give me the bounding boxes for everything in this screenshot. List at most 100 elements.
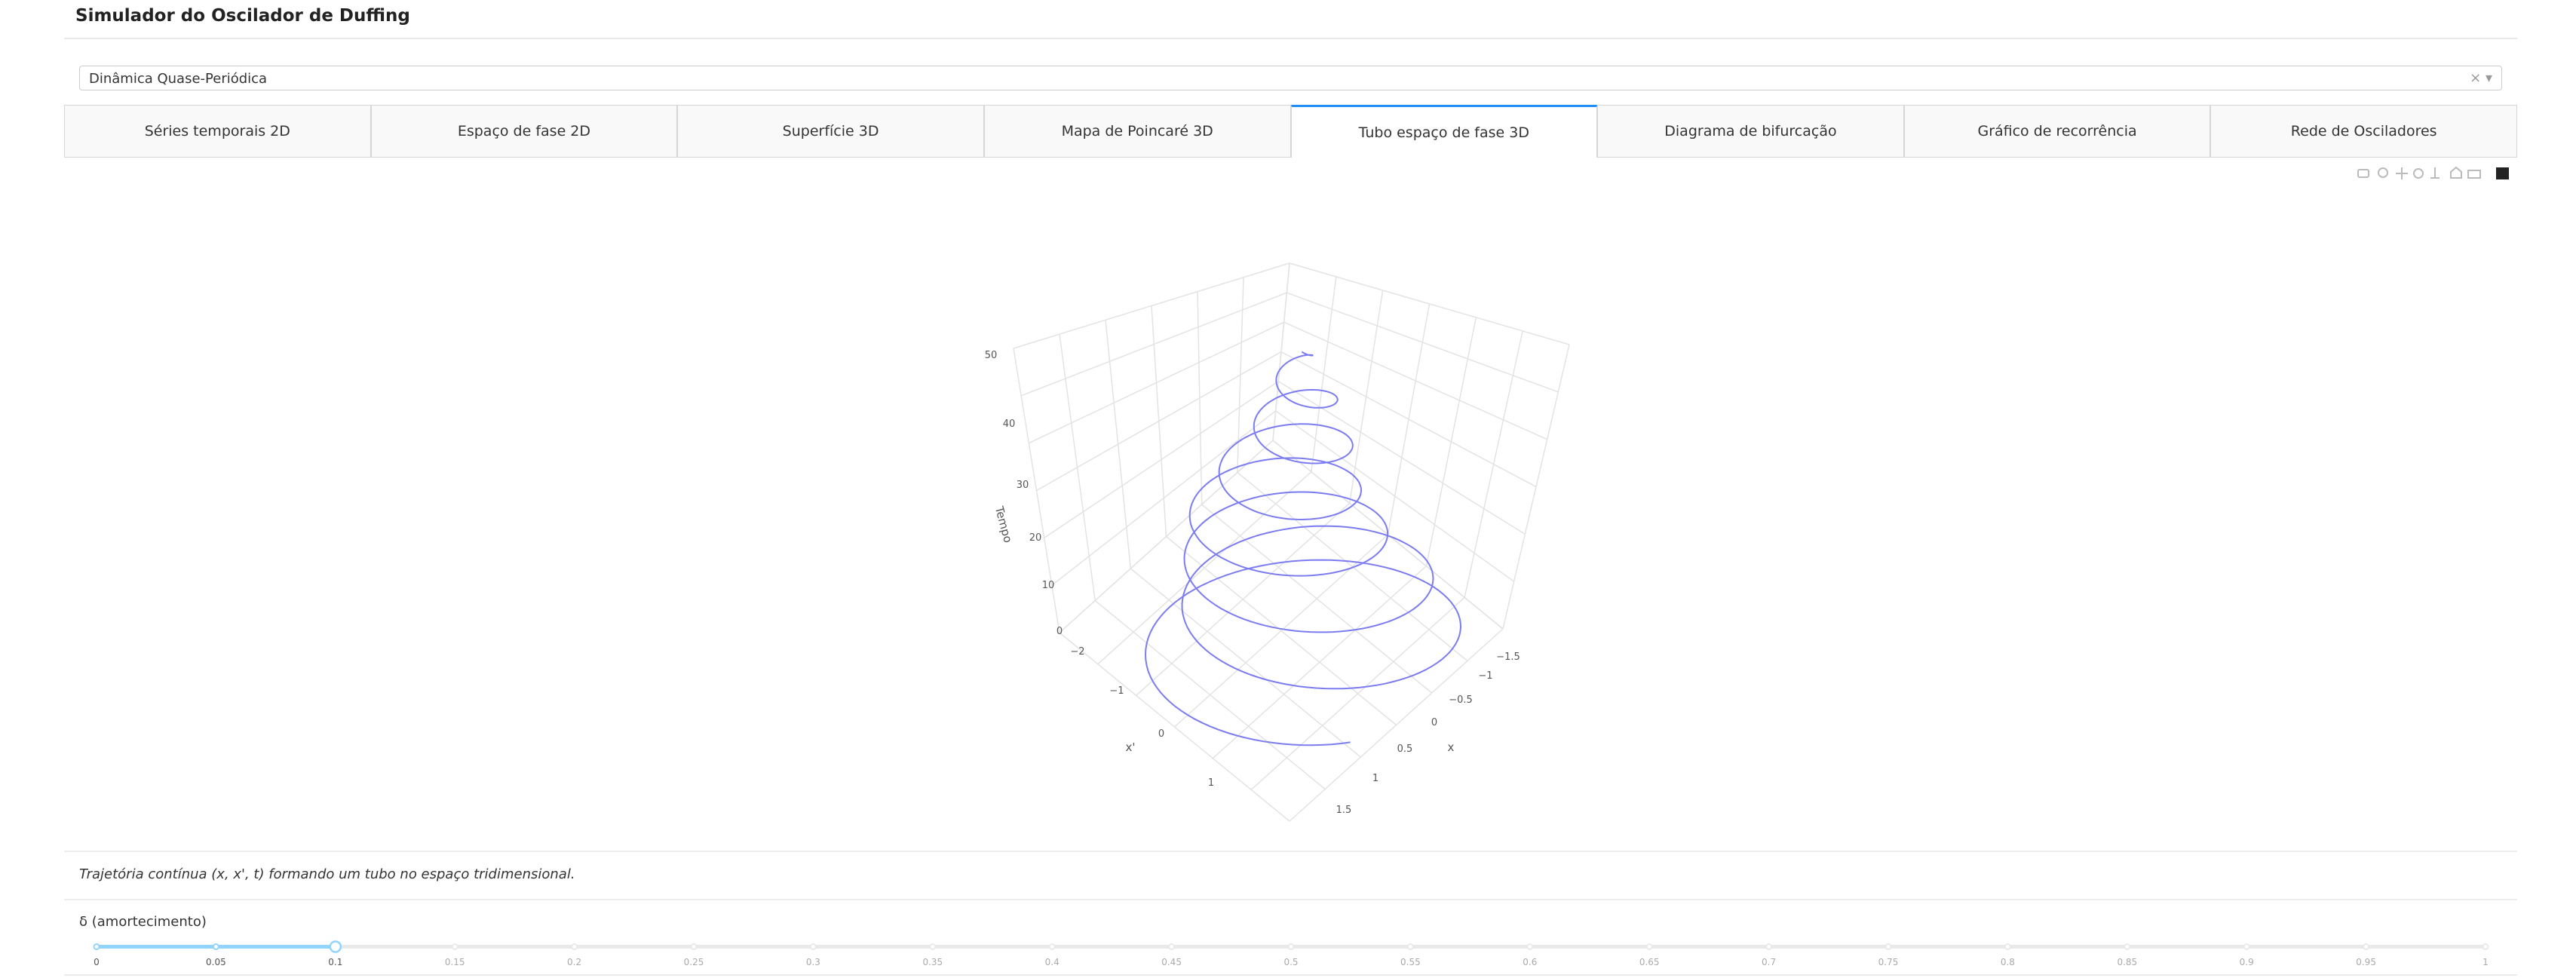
zoom-icon[interactable] <box>2378 167 2388 178</box>
tab[interactable]: Gráfico de recorrência <box>1903 105 2211 158</box>
grid-line <box>1348 290 1384 504</box>
grid-line <box>1311 276 1337 472</box>
x-tick-label: −1.5 <box>1496 651 1520 663</box>
grid-line <box>1197 291 1203 505</box>
slider-mark-label: 0.65 <box>1639 957 1660 967</box>
pan-icon[interactable] <box>2396 167 2408 179</box>
x-tick-label: 1.5 <box>1336 805 1352 816</box>
grid-line <box>1044 381 1279 538</box>
grid-line <box>1502 344 1570 630</box>
x-tick-label: 0 <box>1431 717 1437 728</box>
trajectory <box>1144 351 1462 747</box>
plot-caption: Trajetória contínua (x, x', t) formando … <box>79 866 575 882</box>
slider-dot <box>2243 943 2250 950</box>
slider-mark-label: 0.15 <box>445 957 465 967</box>
divider <box>64 38 2517 39</box>
z-tick-label: 0 <box>1056 626 1063 637</box>
y-axis-title: x' <box>1125 740 1135 754</box>
tab[interactable]: Superfície 3D <box>677 105 984 158</box>
slider-mark-label: 0.3 <box>806 957 820 967</box>
y-tick-label: −1 <box>1109 685 1124 697</box>
tab[interactable]: Tubo espaço de fase 3D <box>1290 105 1598 158</box>
plot-modebar <box>2357 166 2509 179</box>
slider-mark-label: 0.5 <box>1283 957 1298 967</box>
orbit-icon[interactable] <box>2413 168 2424 179</box>
slider-mark-label: 0.25 <box>684 957 704 967</box>
app-title: Simulador do Oscilador de Duffing <box>75 6 410 26</box>
dropdown-controls: × ▾ <box>2470 70 2492 86</box>
slider-dot <box>93 943 100 950</box>
x-tick-label: 0.5 <box>1397 743 1413 755</box>
z-tick-label: 30 <box>1017 480 1029 491</box>
slider-mark-label: 0.1 <box>328 957 342 967</box>
grid-line <box>1173 534 1389 728</box>
tab[interactable]: Diagrama de bifurcação <box>1597 105 1904 158</box>
turntable-icon[interactable] <box>2430 167 2440 179</box>
x-tick-label: 1 <box>1372 773 1378 784</box>
slider-mark-label: 0.2 <box>567 957 581 967</box>
y-tick-label: −2 <box>1070 646 1084 658</box>
slider-dot <box>690 943 698 950</box>
z-tick-label: 40 <box>1003 418 1016 430</box>
slider-dot <box>1287 943 1295 950</box>
slider-mark-label: 0.95 <box>2356 957 2376 967</box>
grid-line <box>1272 440 1504 630</box>
x-tick-label: −1 <box>1478 670 1492 682</box>
slider-dot <box>2124 943 2131 950</box>
grid-line <box>1029 321 1284 444</box>
grid-line <box>1283 321 1547 440</box>
slider-mark-label: 0 <box>94 957 100 967</box>
y-tick-label: 0 <box>1158 728 1164 740</box>
tab[interactable]: Rede de Osciladores <box>2210 105 2517 158</box>
slider-dot <box>2004 943 2011 950</box>
y-tick-label: 1 <box>1208 777 1214 789</box>
grid-line <box>1250 596 1465 790</box>
tab[interactable]: Séries temporais 2D <box>64 105 371 158</box>
slider-mark-label: 0.85 <box>2117 957 2137 967</box>
grid-line <box>1201 504 1433 694</box>
slider-mark-label: 0.7 <box>1762 957 1776 967</box>
x-tick-label: −0.5 <box>1449 694 1473 706</box>
scenario-dropdown[interactable]: Dinâmica Quase-Periódica × ▾ <box>79 66 2502 90</box>
grid-line <box>1272 440 1504 630</box>
grid-line <box>1275 410 1515 582</box>
grid-line <box>1059 440 1274 633</box>
slider-dot <box>1406 943 1414 950</box>
tab[interactable]: Espaço de fase 2D <box>370 105 678 158</box>
slider-mark-label: 0.75 <box>1878 957 1899 967</box>
grid-line <box>1013 262 1290 349</box>
grid-line <box>1387 303 1431 535</box>
grid-line <box>1059 334 1096 601</box>
slider-dot <box>1645 943 1653 950</box>
slider-dot <box>1884 943 1892 950</box>
damping-slider[interactable]: 0 0.05 0.1 0.15 0.2 0.25 0.3 0.35 0.4 0.45 0.5 0.55… <box>0 935 2576 973</box>
slider-dot <box>2482 943 2489 950</box>
grid-line <box>1013 348 1060 633</box>
slider-mark-label: 0.45 <box>1161 957 1182 967</box>
grid-line <box>1425 317 1477 566</box>
slider-label: δ (amortecimento) <box>79 914 207 930</box>
plotly-logo[interactable] <box>2496 167 2509 179</box>
grid-line <box>1286 292 1559 393</box>
home-icon[interactable] <box>2450 166 2462 179</box>
grid-line <box>1105 320 1132 569</box>
grid-line <box>1464 330 1523 598</box>
slider-mark-label: 0.35 <box>922 957 943 967</box>
slider-mark-label: 0.9 <box>2240 957 2254 967</box>
z-tick-label: 10 <box>1042 580 1055 591</box>
slider-dot <box>1168 943 1176 950</box>
slider-dot <box>929 943 937 950</box>
grid-line <box>1272 262 1290 441</box>
hover-icon[interactable] <box>2467 170 2481 179</box>
slider-dot <box>1048 943 1056 950</box>
divider <box>64 899 2517 900</box>
grid-line <box>1130 568 1361 758</box>
grid-line <box>1059 632 1290 822</box>
slider-dot <box>2363 943 2370 950</box>
tab[interactable]: Mapa de Poincaré 3D <box>983 105 1291 158</box>
grid-line <box>1166 535 1397 726</box>
slider-dot <box>809 943 817 950</box>
slider-handle[interactable] <box>329 940 342 953</box>
slider-mark-label: 0.6 <box>1523 957 1537 967</box>
camera-icon[interactable] <box>2357 169 2369 178</box>
